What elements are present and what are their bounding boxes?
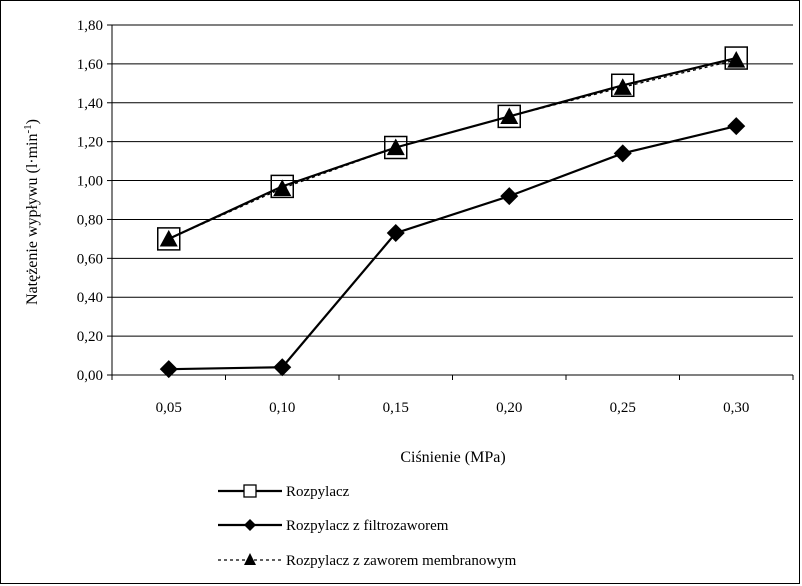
y-tick-label: 1,40: [77, 96, 103, 112]
series-lines: [168, 56, 737, 371]
series-line-rozpylacz: [168, 56, 737, 240]
axes: [107, 24, 794, 380]
legend-marker-rozpylacz: [243, 484, 257, 498]
data-point-rozpylacz-z-filtrozaworem: [386, 224, 405, 243]
data-point-rozpylacz-z-filtrozaworem: [273, 358, 292, 377]
y-tick-label: 0,40: [77, 290, 103, 306]
data-point-rozpylacz: [384, 135, 408, 160]
data-point-rozpylacz-z-filtrozaworem: [727, 117, 746, 136]
data-point-rozpylacz-z-filtrozaworem: [500, 187, 519, 206]
series-line-rozpylacz-z-filtrozaworem: [168, 125, 737, 371]
data-point-rozpylacz: [611, 73, 635, 98]
data-point-rozpylacz-z-zaworem-membranowym: [500, 107, 519, 125]
y-tick-label: 1,60: [77, 57, 103, 73]
y-tick-label: 1,20: [77, 135, 103, 151]
data-point-rozpylacz-z-zaworem-membranowym: [386, 138, 405, 156]
y-tick-label: 1,80: [77, 18, 103, 34]
series-markers: [157, 46, 748, 379]
gridlines: [112, 24, 793, 337]
data-point-rozpylacz: [724, 46, 748, 70]
data-point-rozpylacz-z-filtrozaworem: [613, 144, 632, 163]
legend-marker-rozpylacz-z-filtrozaworem: [244, 519, 256, 531]
data-point-rozpylacz-z-filtrozaworem: [159, 360, 178, 379]
x-tick-label: 0,30: [723, 400, 749, 416]
data-point-rozpylacz-z-zaworem-membranowym: [727, 51, 746, 68]
legend-marker-rozpylacz-z-zaworem-membranowym: [244, 553, 256, 565]
x-tick-label: 0,25: [610, 400, 636, 416]
data-point-rozpylacz: [497, 104, 521, 129]
legend: Rozpylacz Rozpylacz z filtrozaworem Rozpyl…: [218, 484, 517, 569]
y-axis-title-main: Natężenie wypływu (l·min: [24, 134, 41, 306]
legend-label-rozpylacz-z-zaworem-membranowym: Rozpylacz z zaworem membranowym: [286, 553, 517, 569]
y-axis-title-close: ): [24, 119, 41, 124]
data-point-rozpylacz-z-zaworem-membranowym: [273, 179, 292, 196]
x-tick-labels: 0,05 0,10 0,15 0,20 0,25 0,30: [156, 400, 750, 416]
data-point-rozpylacz-z-zaworem-membranowym: [159, 229, 178, 247]
x-axis-title: Ciśnienie (MPa): [400, 449, 505, 466]
data-point-rozpylacz: [270, 174, 294, 199]
x-tick-label: 0,15: [383, 400, 409, 416]
y-tick-label: 0,80: [77, 212, 103, 228]
y-axis-title: Natężenie wypływu (l·min-1): [22, 119, 41, 305]
data-point-rozpylacz: [157, 227, 181, 251]
legend-label-rozpylacz: Rozpylacz: [286, 484, 350, 500]
y-tick-label: 0,00: [77, 368, 103, 384]
y-axis-title-superscript: -1: [22, 124, 34, 133]
y-tick-label: 0,20: [77, 329, 103, 345]
series-line-rozpylacz-z-zaworem-membranowym: [168, 59, 737, 240]
x-tick-label: 0,20: [496, 400, 522, 416]
data-point-rozpylacz-z-zaworem-membranowym: [613, 78, 632, 95]
y-tick-label: 1,00: [77, 174, 103, 190]
x-tick-label: 0,10: [269, 400, 295, 416]
legend-label-rozpylacz-z-filtrozaworem: Rozpylacz z filtrozaworem: [286, 518, 449, 534]
x-tick-label: 0,05: [156, 400, 182, 416]
y-tick-label: 0,60: [77, 251, 103, 267]
y-tick-labels: 0,00 0,20 0,40 0,60 0,80 1,00 1,20 1,40 1,60 1,80: [77, 18, 103, 384]
